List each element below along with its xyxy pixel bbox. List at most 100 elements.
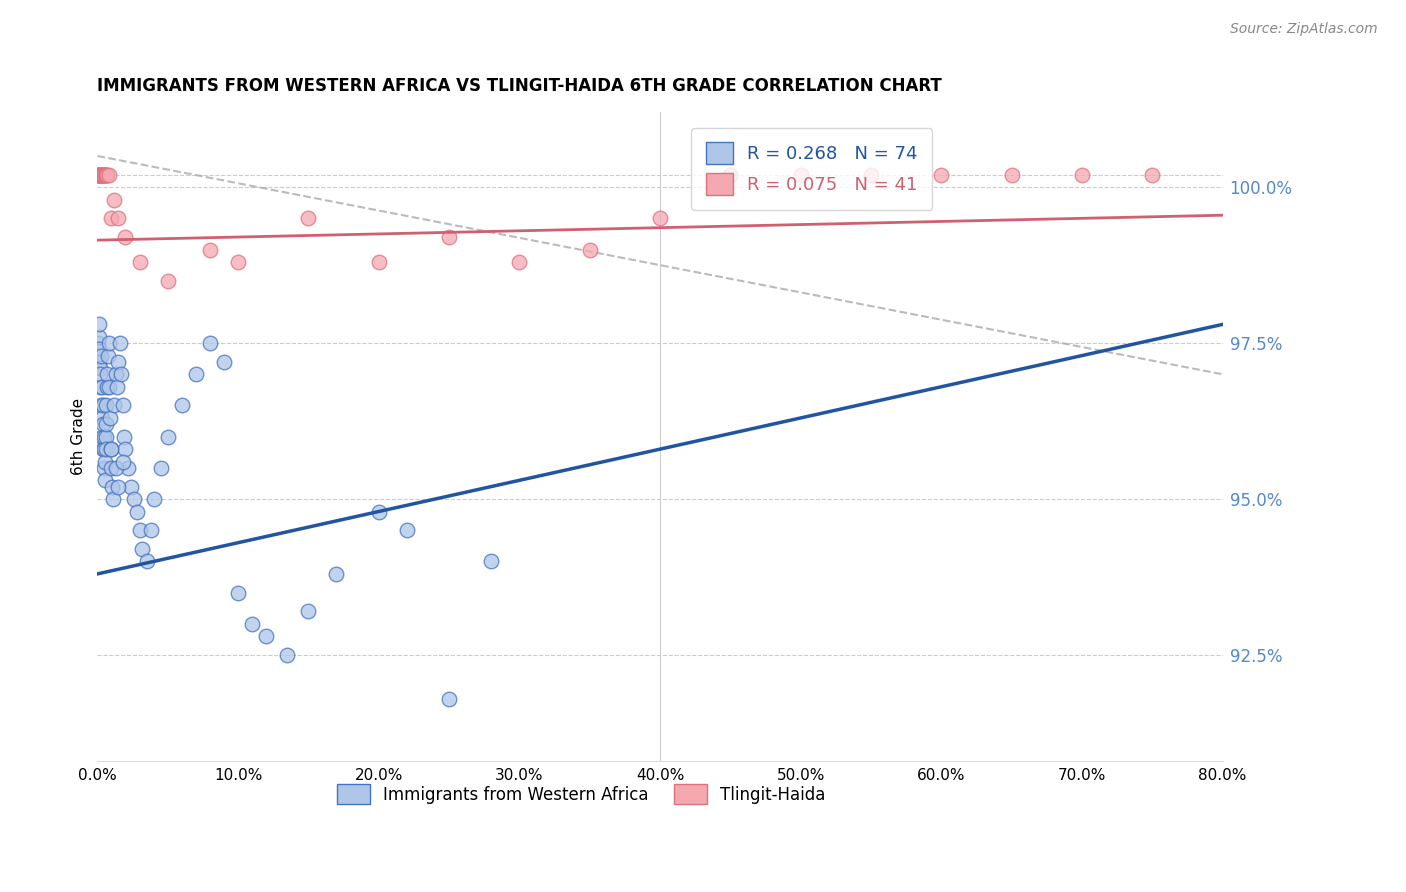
Point xyxy=(98,380,121,394)
Point xyxy=(90,168,112,182)
Point xyxy=(789,168,811,182)
Point xyxy=(1001,168,1024,182)
Point xyxy=(120,479,142,493)
Point xyxy=(100,442,122,457)
Point xyxy=(104,461,127,475)
Point xyxy=(97,349,120,363)
Point xyxy=(89,168,111,182)
Point xyxy=(96,168,118,182)
Point xyxy=(142,491,165,506)
Point xyxy=(297,211,319,226)
Point xyxy=(97,336,120,351)
Point xyxy=(110,368,132,382)
Point xyxy=(212,355,235,369)
Point xyxy=(297,604,319,618)
Point xyxy=(93,168,115,182)
Point xyxy=(91,399,114,413)
Point xyxy=(89,355,111,369)
Point xyxy=(128,523,150,537)
Point xyxy=(94,442,117,457)
Point xyxy=(89,343,111,357)
Point xyxy=(135,554,157,568)
Point xyxy=(578,243,600,257)
Point xyxy=(929,168,952,182)
Point xyxy=(104,368,127,382)
Legend: Immigrants from Western Africa, Tlingit-Haida: Immigrants from Western Africa, Tlingit-… xyxy=(330,778,832,811)
Point xyxy=(111,399,134,413)
Point xyxy=(226,585,249,599)
Point xyxy=(149,461,172,475)
Point xyxy=(91,417,114,432)
Point xyxy=(100,461,122,475)
Point xyxy=(90,380,112,394)
Point xyxy=(96,380,118,394)
Point xyxy=(170,399,193,413)
Y-axis label: 6th Grade: 6th Grade xyxy=(72,398,86,475)
Point xyxy=(198,336,221,351)
Point xyxy=(107,211,129,226)
Point xyxy=(184,368,207,382)
Point xyxy=(94,168,117,182)
Point xyxy=(226,255,249,269)
Point xyxy=(96,168,118,182)
Point xyxy=(96,368,118,382)
Point xyxy=(718,168,741,182)
Point xyxy=(89,368,111,382)
Point xyxy=(87,168,110,182)
Point xyxy=(325,566,347,581)
Point xyxy=(437,230,460,244)
Point xyxy=(139,523,162,537)
Point xyxy=(859,168,882,182)
Point xyxy=(90,168,112,182)
Point xyxy=(114,230,136,244)
Point xyxy=(89,361,111,376)
Point xyxy=(100,211,122,226)
Point xyxy=(89,380,111,394)
Point xyxy=(94,430,117,444)
Point xyxy=(91,442,114,457)
Point xyxy=(87,168,110,182)
Point xyxy=(90,399,112,413)
Point xyxy=(91,168,114,182)
Point xyxy=(93,474,115,488)
Point xyxy=(437,691,460,706)
Point xyxy=(107,355,129,369)
Point xyxy=(648,211,671,226)
Point xyxy=(107,479,129,493)
Text: IMMIGRANTS FROM WESTERN AFRICA VS TLINGIT-HAIDA 6TH GRADE CORRELATION CHART: IMMIGRANTS FROM WESTERN AFRICA VS TLINGI… xyxy=(97,78,942,95)
Point xyxy=(94,168,117,182)
Point xyxy=(90,168,112,182)
Point xyxy=(103,399,125,413)
Text: Source: ZipAtlas.com: Source: ZipAtlas.com xyxy=(1230,22,1378,37)
Point xyxy=(156,430,179,444)
Point xyxy=(1142,168,1164,182)
Point xyxy=(93,442,115,457)
Point xyxy=(156,274,179,288)
Point xyxy=(198,243,221,257)
Point xyxy=(108,336,131,351)
Point xyxy=(395,523,418,537)
Point xyxy=(90,411,112,425)
Point xyxy=(91,168,114,182)
Point xyxy=(254,629,277,643)
Point xyxy=(90,349,112,363)
Point xyxy=(367,504,389,518)
Point xyxy=(111,455,134,469)
Point xyxy=(101,491,124,506)
Point xyxy=(87,349,110,363)
Point xyxy=(87,330,110,344)
Point xyxy=(122,491,145,506)
Point xyxy=(97,168,120,182)
Point xyxy=(101,479,124,493)
Point xyxy=(93,168,115,182)
Point xyxy=(93,461,115,475)
Point xyxy=(87,168,110,182)
Point xyxy=(94,455,117,469)
Point xyxy=(128,255,150,269)
Point xyxy=(1071,168,1094,182)
Point xyxy=(479,554,502,568)
Point xyxy=(117,461,139,475)
Point xyxy=(89,168,111,182)
Point xyxy=(105,380,128,394)
Point xyxy=(508,255,530,269)
